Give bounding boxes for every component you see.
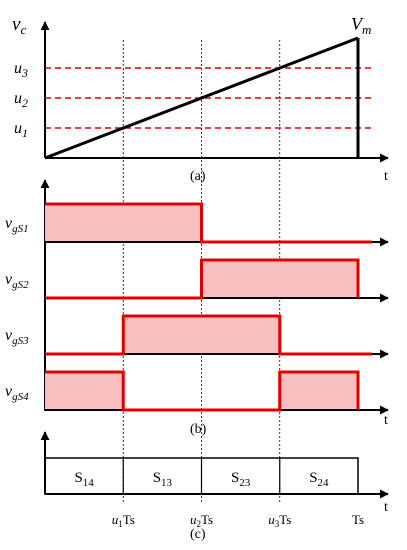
threshold-levels: u3 u2 u1 bbox=[14, 60, 372, 140]
panel-c: S14 S13 S23 S24 u1Ts u2Ts u3Ts Ts t (c) bbox=[40, 431, 389, 542]
switching-states: S14 S13 S23 S24 bbox=[74, 458, 329, 494]
pulse-fill-1-1 bbox=[45, 204, 202, 242]
time-ticks: u1Ts u2Ts u3Ts Ts bbox=[112, 512, 364, 529]
time-tick-2: u2Ts bbox=[190, 512, 213, 529]
gate-signal-3: vgS3 bbox=[5, 314, 389, 359]
signal-label-3: vgS3 bbox=[5, 327, 29, 347]
pulse-fill-4-1 bbox=[45, 372, 124, 410]
signal-label-4: vgS4 bbox=[5, 383, 29, 403]
y-axis-label: vc bbox=[12, 14, 26, 37]
gate-signal-1: vgS1 bbox=[5, 202, 389, 247]
time-tick-1: u1Ts bbox=[112, 512, 135, 529]
threshold-label-1: u3 bbox=[14, 60, 28, 80]
signal-trace-1 bbox=[45, 202, 372, 244]
carrier-ramp bbox=[44, 36, 359, 160]
panel-a-t-label: t bbox=[384, 169, 388, 184]
timing-guides bbox=[122, 40, 281, 503]
threshold-label-2: u2 bbox=[14, 90, 28, 110]
signal-label-2: vgS2 bbox=[5, 271, 29, 291]
gate-signal-2: vgS2 bbox=[5, 258, 389, 303]
threshold-label-3: u1 bbox=[14, 120, 28, 140]
state-label-2: S13 bbox=[153, 470, 173, 489]
panel-a-caption: (a) bbox=[190, 169, 206, 184]
state-label-4: S24 bbox=[309, 470, 329, 489]
panel-c-t-label: t bbox=[384, 500, 388, 515]
gate-signals: vgS1 vgS2 vgS3 vgS4 bbox=[5, 202, 389, 415]
signal-trace-4 bbox=[45, 370, 360, 412]
time-tick-3: u3Ts bbox=[268, 512, 291, 529]
pulse-fill-4-2 bbox=[279, 372, 358, 410]
pulse-fill-2-1 bbox=[201, 260, 358, 298]
signal-trace-3 bbox=[45, 314, 372, 356]
panel-b-caption: (b) bbox=[190, 422, 207, 437]
vm-label: Vm bbox=[351, 14, 371, 37]
panel-c-caption: (c) bbox=[190, 527, 206, 542]
signal-label-1: vgS1 bbox=[5, 215, 29, 235]
panel-b-t-label: t bbox=[384, 413, 388, 428]
pulse-fill-3-1 bbox=[123, 316, 280, 354]
time-tick-4: Ts bbox=[352, 512, 364, 527]
panel-b: vgS1 vgS2 vgS3 vgS4 t (b) bbox=[5, 179, 389, 437]
state-label-3: S23 bbox=[231, 470, 251, 489]
signal-trace-2 bbox=[45, 258, 360, 300]
panel-a: u3 u2 u1 vc Vm t (a) bbox=[12, 14, 389, 184]
state-label-1: S14 bbox=[74, 470, 94, 489]
gate-signal-4: vgS4 bbox=[5, 370, 389, 415]
